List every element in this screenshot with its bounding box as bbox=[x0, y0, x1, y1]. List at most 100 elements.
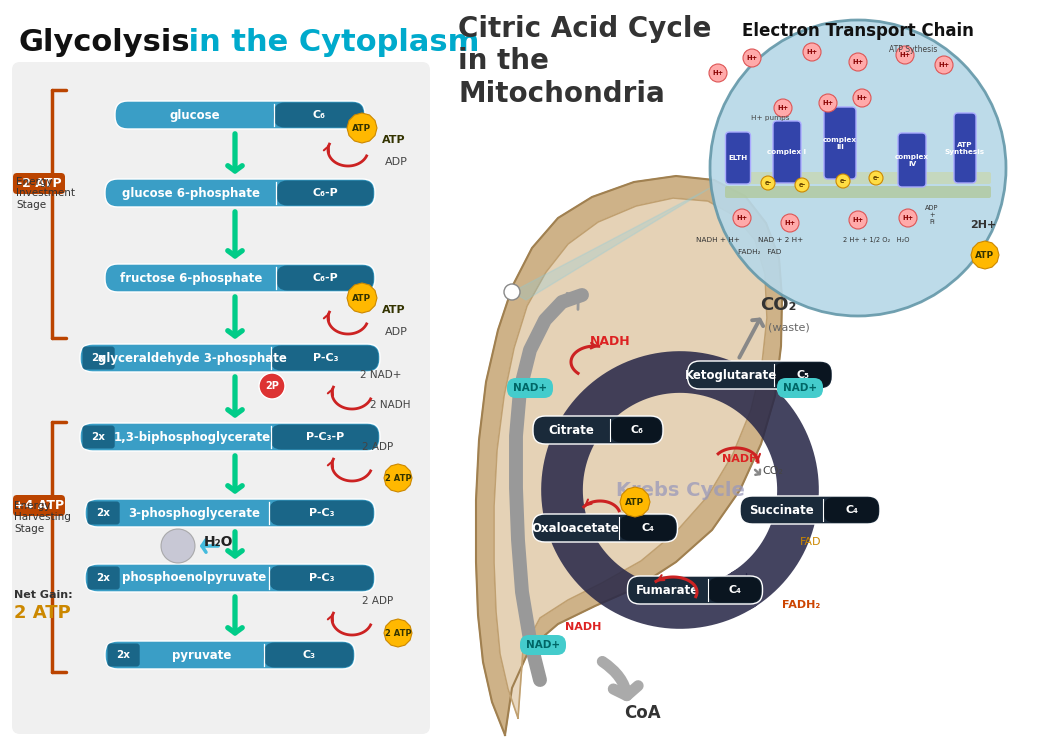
Text: FADH₂   FAD: FADH₂ FAD bbox=[739, 249, 782, 255]
Circle shape bbox=[259, 373, 285, 399]
Text: H+: H+ bbox=[712, 70, 724, 76]
Text: H+: H+ bbox=[903, 215, 913, 221]
Text: NAD+: NAD+ bbox=[513, 383, 547, 393]
FancyBboxPatch shape bbox=[898, 133, 926, 187]
Text: NADH + H+: NADH + H+ bbox=[696, 237, 740, 243]
Text: Glycolysis: Glycolysis bbox=[18, 28, 189, 57]
Text: C₆: C₆ bbox=[630, 425, 643, 435]
Text: 2H+: 2H+ bbox=[970, 220, 996, 230]
Text: 2 NAD+: 2 NAD+ bbox=[360, 370, 402, 380]
FancyBboxPatch shape bbox=[107, 644, 140, 667]
FancyBboxPatch shape bbox=[269, 501, 373, 525]
FancyBboxPatch shape bbox=[533, 416, 663, 444]
FancyBboxPatch shape bbox=[13, 495, 65, 516]
FancyBboxPatch shape bbox=[87, 501, 120, 525]
Text: +4 ATP: +4 ATP bbox=[14, 499, 64, 512]
Circle shape bbox=[733, 209, 751, 227]
Text: -2 ATP: -2 ATP bbox=[17, 177, 61, 190]
Text: 2x: 2x bbox=[92, 432, 105, 442]
Text: NAD+: NAD+ bbox=[783, 383, 817, 393]
Text: 2x: 2x bbox=[92, 353, 105, 363]
FancyBboxPatch shape bbox=[13, 173, 65, 194]
Text: H+: H+ bbox=[777, 105, 789, 111]
Text: 2 ATP: 2 ATP bbox=[14, 604, 70, 622]
Text: 2 ATP: 2 ATP bbox=[385, 473, 411, 483]
FancyBboxPatch shape bbox=[87, 566, 120, 589]
Text: complex
III: complex III bbox=[823, 136, 857, 150]
FancyBboxPatch shape bbox=[115, 101, 365, 129]
Text: H+: H+ bbox=[736, 215, 748, 221]
Text: ATP: ATP bbox=[382, 305, 406, 315]
Text: 3-phosphoglycerate: 3-phosphoglycerate bbox=[128, 507, 261, 519]
Text: P-C₃: P-C₃ bbox=[312, 353, 338, 363]
Circle shape bbox=[849, 211, 867, 229]
FancyBboxPatch shape bbox=[824, 498, 878, 522]
FancyBboxPatch shape bbox=[277, 181, 373, 205]
Text: C₅: C₅ bbox=[796, 370, 810, 380]
Text: phosphoenolpyruvate: phosphoenolpyruvate bbox=[122, 571, 266, 585]
Text: complex
IV: complex IV bbox=[895, 153, 929, 167]
Polygon shape bbox=[512, 188, 710, 300]
Text: P-C₃: P-C₃ bbox=[309, 508, 335, 518]
Text: C₄: C₄ bbox=[642, 523, 654, 533]
FancyBboxPatch shape bbox=[619, 516, 676, 540]
Text: H+: H+ bbox=[807, 49, 817, 55]
Text: ADP
+
Pi: ADP + Pi bbox=[926, 205, 938, 225]
Text: C₆-P: C₆-P bbox=[312, 188, 339, 198]
Text: 1,3-biphosphoglycerate: 1,3-biphosphoglycerate bbox=[114, 431, 271, 443]
Text: CoA: CoA bbox=[624, 704, 661, 722]
FancyBboxPatch shape bbox=[610, 417, 662, 443]
FancyBboxPatch shape bbox=[105, 264, 375, 292]
Circle shape bbox=[761, 176, 775, 190]
Text: 2x: 2x bbox=[97, 508, 110, 518]
Text: 2 ADP: 2 ADP bbox=[362, 596, 393, 606]
Text: 2 H+ + 1/2 O₂   H₂O: 2 H+ + 1/2 O₂ H₂O bbox=[843, 237, 910, 243]
FancyBboxPatch shape bbox=[85, 564, 375, 592]
FancyBboxPatch shape bbox=[82, 426, 115, 449]
FancyBboxPatch shape bbox=[824, 107, 856, 179]
Text: e-: e- bbox=[765, 180, 771, 186]
Text: 2x: 2x bbox=[117, 650, 130, 660]
Text: glucose: glucose bbox=[169, 109, 220, 121]
Text: e-: e- bbox=[839, 178, 847, 184]
Text: (waste): (waste) bbox=[768, 322, 810, 332]
FancyBboxPatch shape bbox=[105, 641, 355, 669]
Text: ATP: ATP bbox=[352, 293, 371, 303]
Text: ATP: ATP bbox=[382, 135, 406, 145]
FancyBboxPatch shape bbox=[12, 62, 430, 734]
Text: Fumarate: Fumarate bbox=[636, 583, 700, 597]
Text: Net Gain:: Net Gain: bbox=[14, 590, 73, 600]
Text: Citric Acid Cycle
in the
Mitochondria: Citric Acid Cycle in the Mitochondria bbox=[458, 15, 711, 108]
Text: Oxaloacetate: Oxaloacetate bbox=[531, 522, 620, 534]
Text: ADP: ADP bbox=[385, 157, 408, 167]
Polygon shape bbox=[476, 176, 782, 735]
Text: NADH: NADH bbox=[590, 335, 630, 348]
Text: Succinate: Succinate bbox=[749, 504, 814, 516]
Text: 2 ADP: 2 ADP bbox=[362, 442, 393, 452]
Text: C₆-P: C₆-P bbox=[312, 273, 339, 283]
Circle shape bbox=[896, 46, 914, 64]
FancyBboxPatch shape bbox=[708, 577, 761, 603]
Polygon shape bbox=[494, 198, 767, 718]
Text: CO₂: CO₂ bbox=[760, 296, 796, 314]
Text: CO₂: CO₂ bbox=[762, 466, 783, 476]
Text: H+: H+ bbox=[852, 59, 864, 65]
Circle shape bbox=[781, 214, 800, 232]
FancyBboxPatch shape bbox=[277, 266, 373, 290]
Text: P-C₃-P: P-C₃-P bbox=[306, 432, 344, 442]
FancyBboxPatch shape bbox=[80, 423, 380, 451]
FancyBboxPatch shape bbox=[274, 103, 364, 127]
Text: NAD + 2 H+: NAD + 2 H+ bbox=[758, 237, 804, 243]
FancyBboxPatch shape bbox=[740, 496, 881, 524]
Text: ATP: ATP bbox=[626, 498, 645, 507]
FancyBboxPatch shape bbox=[627, 576, 763, 604]
Circle shape bbox=[743, 49, 761, 67]
FancyBboxPatch shape bbox=[82, 347, 115, 370]
Text: pyruvate: pyruvate bbox=[173, 649, 231, 661]
Text: H+: H+ bbox=[899, 52, 911, 58]
Text: ATP: ATP bbox=[975, 251, 994, 260]
Text: ELTH: ELTH bbox=[728, 155, 748, 161]
Text: H+: H+ bbox=[747, 55, 757, 61]
FancyBboxPatch shape bbox=[688, 361, 832, 389]
Text: H+: H+ bbox=[823, 100, 833, 106]
